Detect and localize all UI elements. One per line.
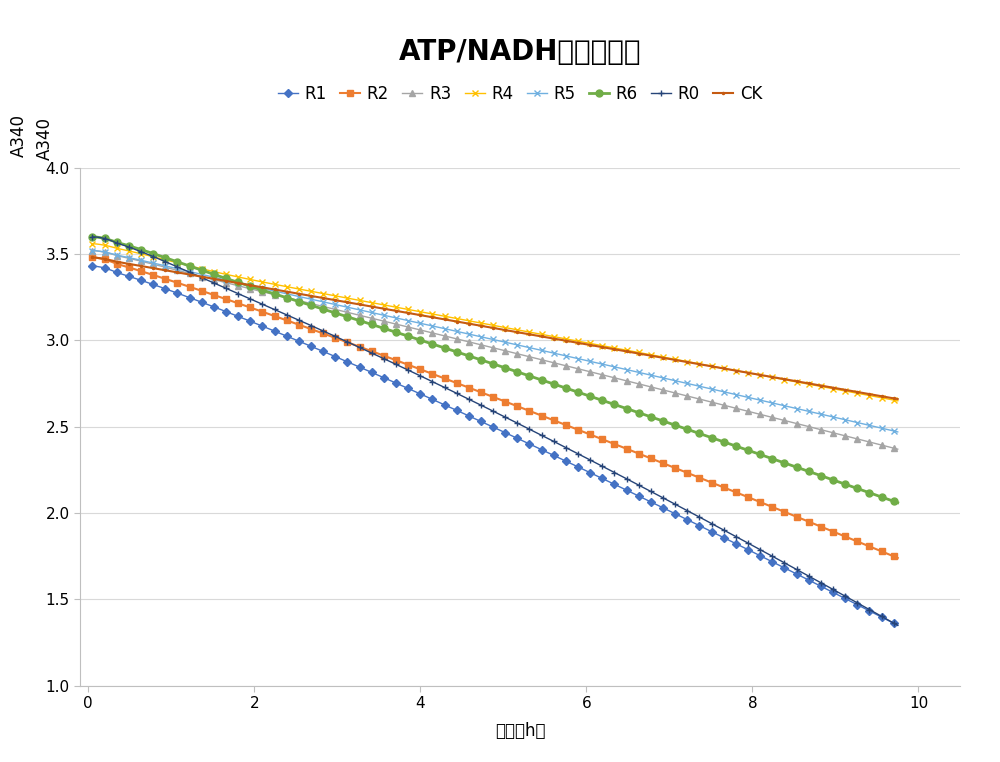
R2 xyxy=(892,553,904,562)
Line: R5: R5 xyxy=(89,247,901,435)
R0 xyxy=(892,621,904,630)
R2 xyxy=(823,525,835,534)
R5 xyxy=(851,418,863,427)
Legend: R1, R2, R3, R4, R5, R6, R0, CK: R1, R2, R3, R4, R5, R6, R0, CK xyxy=(278,85,762,103)
Line: R6: R6 xyxy=(89,233,901,506)
R4 xyxy=(823,383,835,392)
X-axis label: 时间（h）: 时间（h） xyxy=(495,722,545,741)
R2 xyxy=(851,537,863,546)
R6 xyxy=(86,232,98,242)
Line: CK: CK xyxy=(90,255,900,401)
R3 xyxy=(892,444,904,453)
R2 xyxy=(135,267,147,276)
R3 xyxy=(135,257,147,266)
R1 xyxy=(892,621,904,630)
R5 xyxy=(823,411,835,421)
R5 xyxy=(236,279,248,288)
R1 xyxy=(236,313,248,322)
CK xyxy=(301,290,313,299)
R5 xyxy=(301,293,313,303)
R6 xyxy=(851,484,863,493)
R4 xyxy=(851,389,863,398)
CK xyxy=(135,261,147,271)
R0 xyxy=(301,319,313,328)
Text: A340: A340 xyxy=(9,114,27,157)
R4 xyxy=(892,396,904,405)
Line: R0: R0 xyxy=(89,233,901,629)
R6 xyxy=(236,279,248,288)
CK xyxy=(851,387,863,396)
R6 xyxy=(892,498,904,507)
CK xyxy=(119,258,131,267)
R1 xyxy=(851,600,863,610)
R3 xyxy=(301,298,313,307)
R4 xyxy=(135,249,147,258)
R1 xyxy=(119,271,131,280)
R5 xyxy=(86,246,98,255)
R0 xyxy=(823,583,835,592)
R6 xyxy=(135,245,147,255)
R0 xyxy=(119,241,131,250)
R4 xyxy=(86,239,98,248)
R2 xyxy=(86,253,98,262)
Text: A340: A340 xyxy=(36,117,54,160)
R0 xyxy=(236,291,248,300)
R6 xyxy=(119,240,131,249)
R5 xyxy=(892,427,904,437)
CK xyxy=(86,253,98,262)
CK xyxy=(823,383,835,392)
R6 xyxy=(301,299,313,309)
CK xyxy=(892,395,904,404)
R4 xyxy=(301,286,313,295)
R6 xyxy=(823,474,835,483)
Line: R1: R1 xyxy=(90,264,901,628)
R3 xyxy=(236,282,248,291)
R3 xyxy=(851,434,863,443)
Line: R2: R2 xyxy=(90,255,901,561)
Text: ATP/NADH消耗曲线图: ATP/NADH消耗曲线图 xyxy=(399,38,641,66)
R0 xyxy=(86,232,98,242)
R2 xyxy=(119,261,131,271)
R3 xyxy=(823,427,835,437)
Line: R3: R3 xyxy=(90,248,901,452)
R5 xyxy=(119,252,131,261)
R2 xyxy=(301,323,313,332)
R2 xyxy=(236,300,248,309)
R1 xyxy=(135,276,147,285)
R0 xyxy=(135,247,147,256)
R1 xyxy=(823,586,835,595)
R1 xyxy=(301,340,313,349)
R5 xyxy=(135,256,147,265)
R4 xyxy=(236,274,248,283)
Line: R4: R4 xyxy=(89,240,901,405)
R3 xyxy=(86,246,98,255)
R0 xyxy=(851,598,863,607)
CK xyxy=(236,279,248,288)
R1 xyxy=(86,261,98,271)
R4 xyxy=(119,245,131,255)
R3 xyxy=(119,253,131,262)
